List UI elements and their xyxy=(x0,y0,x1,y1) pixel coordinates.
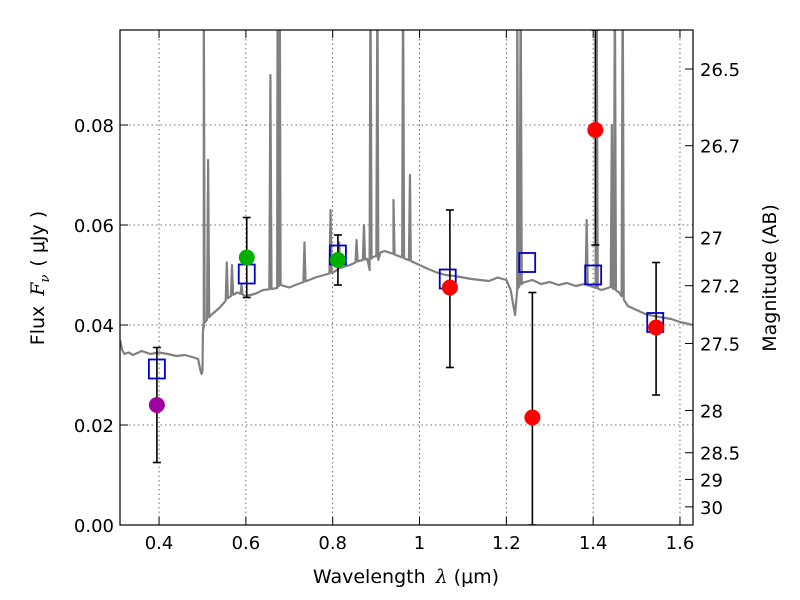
y-axis-unit: ( μJy ) xyxy=(27,211,49,267)
y-tick-label: 0.08 xyxy=(74,116,114,137)
template-spectrum-layer xyxy=(120,30,693,376)
y-axis-label-text: Flux xyxy=(27,306,49,346)
y-tick-label: 0.02 xyxy=(74,416,114,437)
mag-tick-label: 28 xyxy=(700,401,723,422)
y2-axis-label: Magnitude (AB) xyxy=(759,204,781,352)
mag-tick-label: 27.5 xyxy=(700,334,740,355)
plot-background xyxy=(120,30,693,525)
axis-ticks: 0.4 0.6 0.8 1 1.2 1.4 1.6 0.00 0.02 0.04 0.06 0.08 2… xyxy=(74,30,740,554)
x-axis-label: Wavelength λ (μm) xyxy=(313,566,499,588)
mag-tick-label: 30 xyxy=(700,498,723,519)
observed-photometry-points xyxy=(148,122,665,426)
x-tick-label: 1 xyxy=(414,533,425,554)
observed-point xyxy=(441,279,458,296)
x-tick-label: 1.2 xyxy=(492,533,521,554)
observed-point xyxy=(238,249,255,266)
observed-point xyxy=(648,319,665,336)
y-tick-label: 0.06 xyxy=(74,216,114,237)
x-axis-label-text: Wavelength xyxy=(313,566,426,588)
x-tick-label: 1.6 xyxy=(666,533,695,554)
y-tick-label: 0.04 xyxy=(74,316,114,337)
observed-point xyxy=(587,122,604,138)
x-tick-label: 1.4 xyxy=(579,533,608,554)
mag-tick-label: 28.5 xyxy=(700,444,740,465)
model-photometry-box xyxy=(584,264,603,286)
mag-tick-label: 26.7 xyxy=(700,137,740,158)
mag-tick-label: 27.2 xyxy=(700,277,740,298)
x-tick-label: 0.4 xyxy=(145,533,174,554)
x-axis-unit: (μm) xyxy=(454,566,499,588)
y-axis-subscript: ν xyxy=(38,275,53,283)
observed-point xyxy=(329,252,346,268)
x-tick-label: 0.8 xyxy=(318,533,347,554)
mag-tick-label: 26.5 xyxy=(700,60,740,81)
mag-tick-label: 29 xyxy=(700,470,723,491)
model-photometry-box xyxy=(147,358,166,380)
mag-tick-label: 27 xyxy=(700,228,723,249)
observed-point xyxy=(148,397,165,413)
y-axis-symbol: F xyxy=(27,282,49,297)
plot-frame xyxy=(119,29,694,526)
y-tick-label: 0.00 xyxy=(74,516,114,537)
x-axis-lambda: λ xyxy=(435,566,448,588)
model-photometry-box xyxy=(518,252,537,273)
observed-point xyxy=(524,409,541,426)
y-axis-label: Flux Fν ( μJy ) xyxy=(27,211,53,345)
x-tick-label: 0.6 xyxy=(232,533,261,554)
template-spectrum-line xyxy=(120,30,693,376)
